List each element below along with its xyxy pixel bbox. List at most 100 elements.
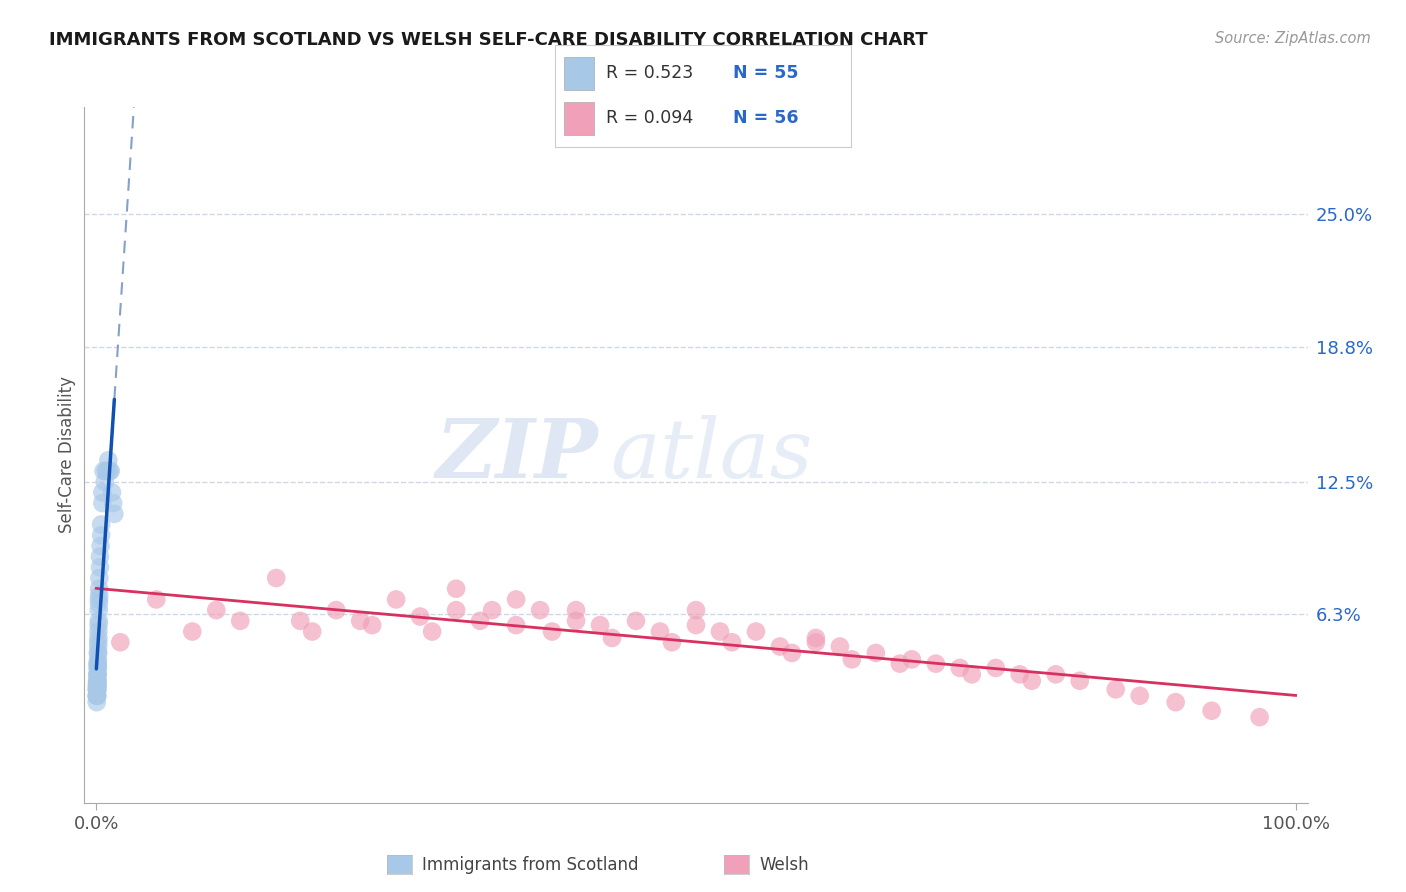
Point bbox=[87, 624, 110, 639]
Point bbox=[325, 603, 347, 617]
Point bbox=[505, 618, 527, 632]
Point bbox=[600, 631, 623, 645]
Point bbox=[110, 635, 132, 649]
Point bbox=[385, 592, 408, 607]
Text: Immigrants from Scotland: Immigrants from Scotland bbox=[422, 856, 638, 874]
Point bbox=[87, 618, 110, 632]
Point bbox=[86, 682, 108, 697]
Point bbox=[86, 673, 108, 688]
Point bbox=[86, 678, 108, 692]
Point bbox=[87, 635, 110, 649]
Point bbox=[804, 631, 827, 645]
FancyBboxPatch shape bbox=[564, 57, 593, 90]
Point bbox=[87, 640, 110, 654]
Point bbox=[90, 517, 112, 532]
Point bbox=[709, 624, 731, 639]
Point bbox=[349, 614, 371, 628]
Point bbox=[87, 614, 110, 628]
Point bbox=[1021, 673, 1043, 688]
Point bbox=[444, 603, 467, 617]
Point bbox=[86, 689, 108, 703]
Point bbox=[89, 549, 111, 564]
Point bbox=[769, 640, 792, 654]
Point bbox=[1045, 667, 1067, 681]
Point bbox=[925, 657, 948, 671]
Point bbox=[685, 618, 707, 632]
Point bbox=[89, 588, 111, 602]
Point bbox=[87, 597, 110, 611]
Point bbox=[86, 667, 108, 681]
Point bbox=[87, 652, 110, 666]
Point bbox=[949, 661, 972, 675]
FancyBboxPatch shape bbox=[564, 102, 593, 135]
Point bbox=[89, 571, 111, 585]
Text: ZIP: ZIP bbox=[436, 415, 598, 495]
Point bbox=[409, 609, 432, 624]
Point bbox=[86, 695, 108, 709]
Point bbox=[841, 652, 863, 666]
Point bbox=[91, 496, 114, 510]
Point bbox=[86, 689, 108, 703]
Point bbox=[89, 560, 111, 574]
Point bbox=[87, 603, 110, 617]
Point bbox=[290, 614, 312, 628]
Y-axis label: Self-Care Disability: Self-Care Disability bbox=[58, 376, 76, 533]
Point bbox=[589, 618, 612, 632]
Point bbox=[420, 624, 443, 639]
Point bbox=[648, 624, 671, 639]
Point bbox=[87, 592, 110, 607]
Point bbox=[481, 603, 503, 617]
Point bbox=[86, 673, 108, 688]
Point bbox=[97, 453, 120, 467]
Point bbox=[780, 646, 803, 660]
Point bbox=[145, 592, 167, 607]
Point bbox=[661, 635, 683, 649]
Point bbox=[87, 646, 110, 660]
Point bbox=[984, 661, 1007, 675]
Point bbox=[87, 631, 110, 645]
Point bbox=[804, 635, 827, 649]
Text: Welsh: Welsh bbox=[759, 856, 808, 874]
Text: atlas: atlas bbox=[610, 415, 813, 495]
Point bbox=[94, 464, 117, 478]
Point bbox=[565, 614, 588, 628]
Point bbox=[87, 582, 110, 596]
Point bbox=[87, 646, 110, 660]
Point bbox=[86, 678, 108, 692]
Point bbox=[86, 689, 108, 703]
Text: N = 55: N = 55 bbox=[733, 64, 799, 82]
Point bbox=[444, 582, 467, 596]
Point bbox=[101, 496, 124, 510]
Point bbox=[529, 603, 551, 617]
Point bbox=[91, 485, 114, 500]
Point bbox=[86, 678, 108, 692]
Point bbox=[86, 682, 108, 697]
Point bbox=[229, 614, 252, 628]
Point bbox=[828, 640, 851, 654]
Point bbox=[98, 464, 121, 478]
Point bbox=[86, 673, 108, 688]
Point bbox=[1201, 704, 1223, 718]
Point bbox=[301, 624, 323, 639]
Point bbox=[86, 682, 108, 697]
Text: R = 0.094: R = 0.094 bbox=[606, 110, 693, 128]
Point bbox=[1129, 689, 1152, 703]
Point bbox=[87, 667, 110, 681]
Point bbox=[901, 652, 924, 666]
Point bbox=[721, 635, 744, 649]
Point bbox=[745, 624, 768, 639]
Text: N = 56: N = 56 bbox=[733, 110, 799, 128]
Point bbox=[93, 464, 115, 478]
Point bbox=[100, 464, 122, 478]
Point bbox=[361, 618, 384, 632]
Point bbox=[86, 689, 108, 703]
Point bbox=[101, 485, 124, 500]
Point bbox=[103, 507, 125, 521]
Point bbox=[86, 657, 108, 671]
Point bbox=[889, 657, 911, 671]
Point bbox=[96, 464, 118, 478]
Point bbox=[86, 661, 108, 675]
Point bbox=[1164, 695, 1187, 709]
Point bbox=[90, 528, 112, 542]
Point bbox=[468, 614, 491, 628]
